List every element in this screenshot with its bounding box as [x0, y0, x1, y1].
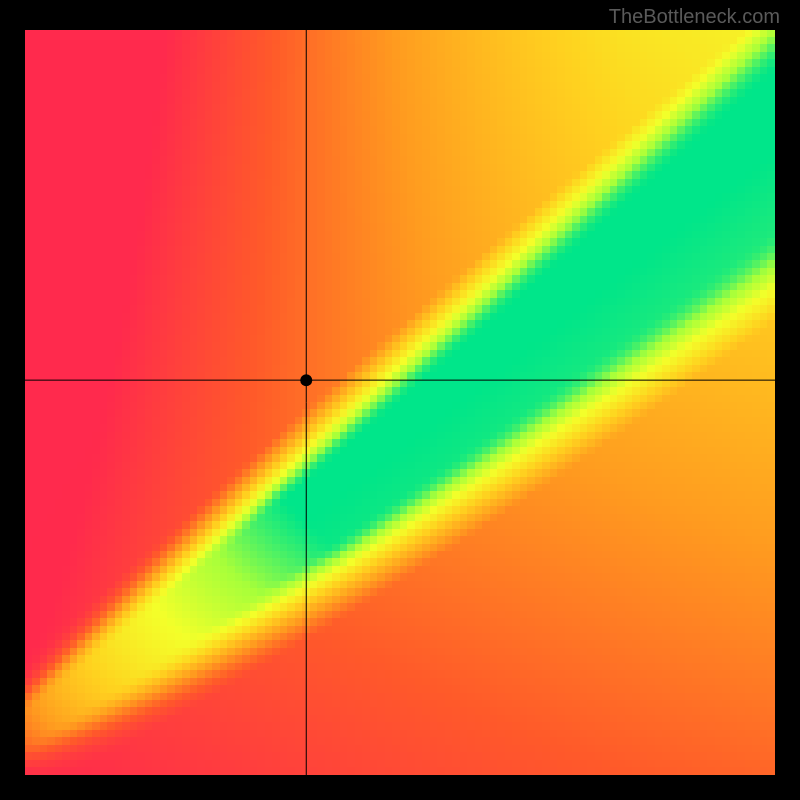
heatmap-plot: [25, 30, 775, 775]
heatmap-canvas: [25, 30, 775, 775]
chart-container: TheBottleneck.com: [0, 0, 800, 800]
attribution-text: TheBottleneck.com: [609, 6, 780, 29]
